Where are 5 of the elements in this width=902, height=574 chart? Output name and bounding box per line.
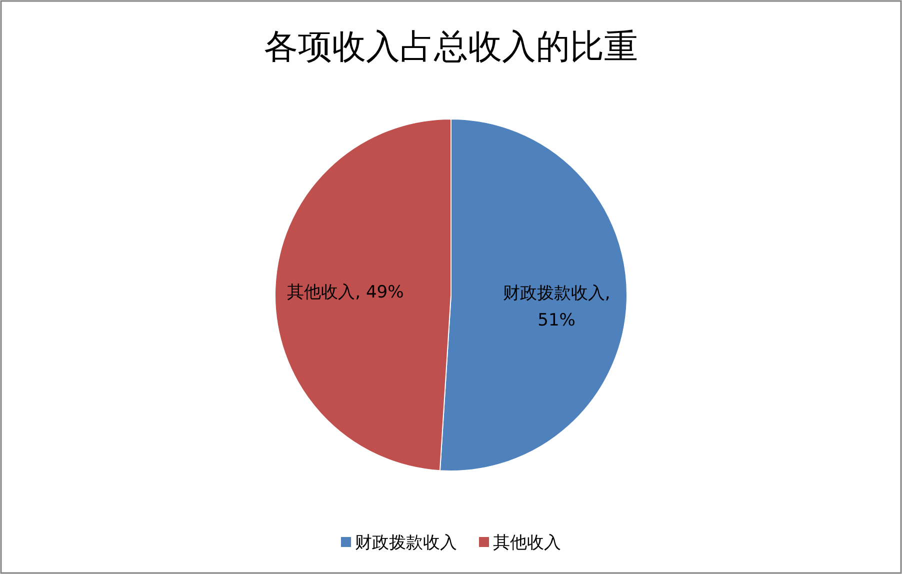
data-label: 财政拨款收入, 51%: [502, 283, 610, 330]
legend-label: 其他收入: [493, 533, 561, 553]
legend-label: 财政拨款收入: [355, 533, 457, 553]
data-label: 其他收入, 49%: [287, 282, 404, 303]
chart-title: 各项收入占总收入的比重: [264, 27, 638, 67]
